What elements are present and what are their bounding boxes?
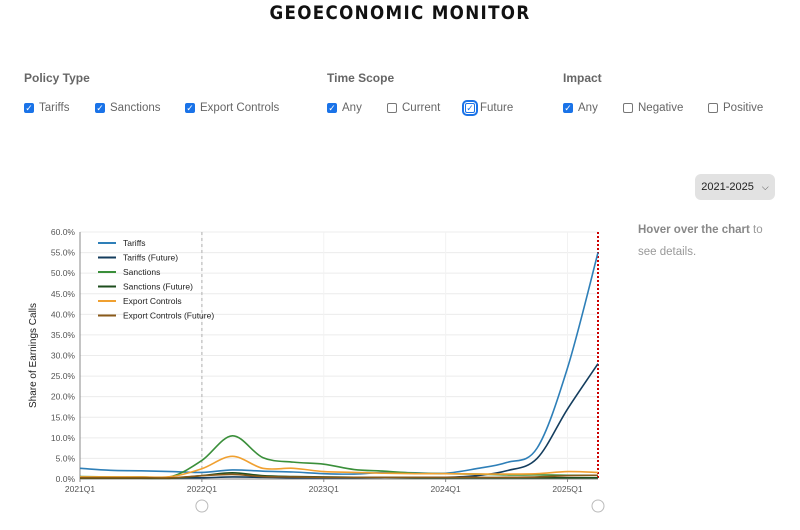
series-line-6 xyxy=(80,473,599,479)
checkbox-checked-icon[interactable]: ✓ xyxy=(95,102,105,113)
chevron-down-icon: ⌵ xyxy=(761,181,769,192)
y-tick-label: 10.0% xyxy=(51,433,76,443)
checkbox-label: Export Controls xyxy=(200,102,280,114)
checkbox-checked-icon[interactable]: ✓ xyxy=(24,102,34,113)
legend-label: Sanctions (Future) xyxy=(123,282,193,292)
checkbox-impact-any[interactable]: ✓ Any xyxy=(563,102,598,114)
checkbox-export-controls[interactable]: ✓ Export Controls xyxy=(185,102,279,114)
range-handle-end[interactable] xyxy=(591,499,605,513)
hover-instructions-bold: Hover over the chart xyxy=(638,224,750,236)
checkbox-label: Positive xyxy=(723,102,764,114)
y-tick-label: 55.0% xyxy=(51,248,76,258)
policy-type-heading: Policy Type xyxy=(24,71,90,85)
y-tick-label: 5.0% xyxy=(56,453,76,463)
checkbox-checked-icon[interactable]: ✓ xyxy=(327,102,337,113)
checkbox-checked-icon[interactable]: ✓ xyxy=(462,100,478,116)
impact-heading: Impact xyxy=(563,71,602,85)
checkbox-label: Future xyxy=(480,102,514,114)
page-title: GEOECONOMIC MONITOR xyxy=(269,2,531,24)
checkbox-label: Tariffs xyxy=(39,102,70,114)
x-tick-label: 2021Q1 xyxy=(65,484,96,494)
checkbox-time-current[interactable]: Current xyxy=(387,102,440,114)
x-tick-label: 2023Q1 xyxy=(309,484,340,494)
x-tick-label: 2024Q1 xyxy=(431,484,462,494)
checkbox-label: Any xyxy=(342,102,362,114)
hover-instructions-rest: to see details. xyxy=(638,224,763,258)
checkbox-checked-icon[interactable]: ✓ xyxy=(563,102,573,113)
checkbox-label: Sanctions xyxy=(110,102,161,114)
checkbox-time-future[interactable]: ✓ Future xyxy=(462,100,514,116)
legend-label: Export Controls xyxy=(123,296,182,306)
checkbox-sanctions[interactable]: ✓ Sanctions xyxy=(95,102,161,114)
y-tick-label: 0.0% xyxy=(56,474,76,484)
legend-label: Tariffs (Future) xyxy=(123,253,178,263)
y-tick-label: 25.0% xyxy=(51,371,76,381)
y-tick-label: 45.0% xyxy=(51,289,76,299)
y-tick-label: 50.0% xyxy=(51,268,76,278)
checkbox-label: Negative xyxy=(638,102,684,114)
y-tick-label: 60.0% xyxy=(51,227,76,237)
series-line-5 xyxy=(80,455,599,479)
checkbox-label: Current xyxy=(402,102,441,114)
y-tick-label: 15.0% xyxy=(51,412,76,422)
checkbox-checked-icon[interactable]: ✓ xyxy=(185,102,195,113)
checkbox-tariffs[interactable]: ✓ Tariffs xyxy=(24,102,69,114)
hover-instructions: Hover over the chart to see details. xyxy=(638,219,778,263)
checkbox-time-any[interactable]: ✓ Any xyxy=(327,102,362,114)
checkbox-impact-negative[interactable]: Negative xyxy=(623,102,683,114)
series-line-1 xyxy=(79,252,599,475)
checkbox-label: Any xyxy=(578,102,598,114)
legend-label: Sanctions xyxy=(123,267,160,277)
x-tick-label: 2022Q1 xyxy=(187,484,218,494)
date-range-select[interactable]: 2021-2025 ⌵ xyxy=(695,174,775,200)
range-handle-start[interactable] xyxy=(195,499,209,513)
checkbox-unchecked-icon[interactable] xyxy=(623,103,633,113)
checkbox-unchecked-icon[interactable] xyxy=(708,103,718,113)
y-tick-label: 35.0% xyxy=(51,330,76,340)
y-axis-label: Share of Earnings Calls xyxy=(28,303,39,408)
checkbox-unchecked-icon[interactable] xyxy=(387,103,397,113)
y-tick-label: 20.0% xyxy=(51,392,76,402)
y-tick-label: 40.0% xyxy=(51,309,76,319)
legend-label: Export Controls (Future) xyxy=(123,311,214,321)
checkbox-impact-positive[interactable]: Positive xyxy=(708,102,763,114)
date-range-value: 2021-2025 xyxy=(701,181,754,193)
y-tick-label: 30.0% xyxy=(51,351,76,361)
legend-label: Tariffs xyxy=(123,238,146,248)
x-tick-label: 2025Q1 xyxy=(552,484,583,494)
earnings-calls-line-chart[interactable]: 0.0% 5.0% 10.0% 15.0% 20.0% 25.0% 30.0% 35.0% 40… xyxy=(0,222,636,522)
time-scope-heading: Time Scope xyxy=(327,71,395,85)
